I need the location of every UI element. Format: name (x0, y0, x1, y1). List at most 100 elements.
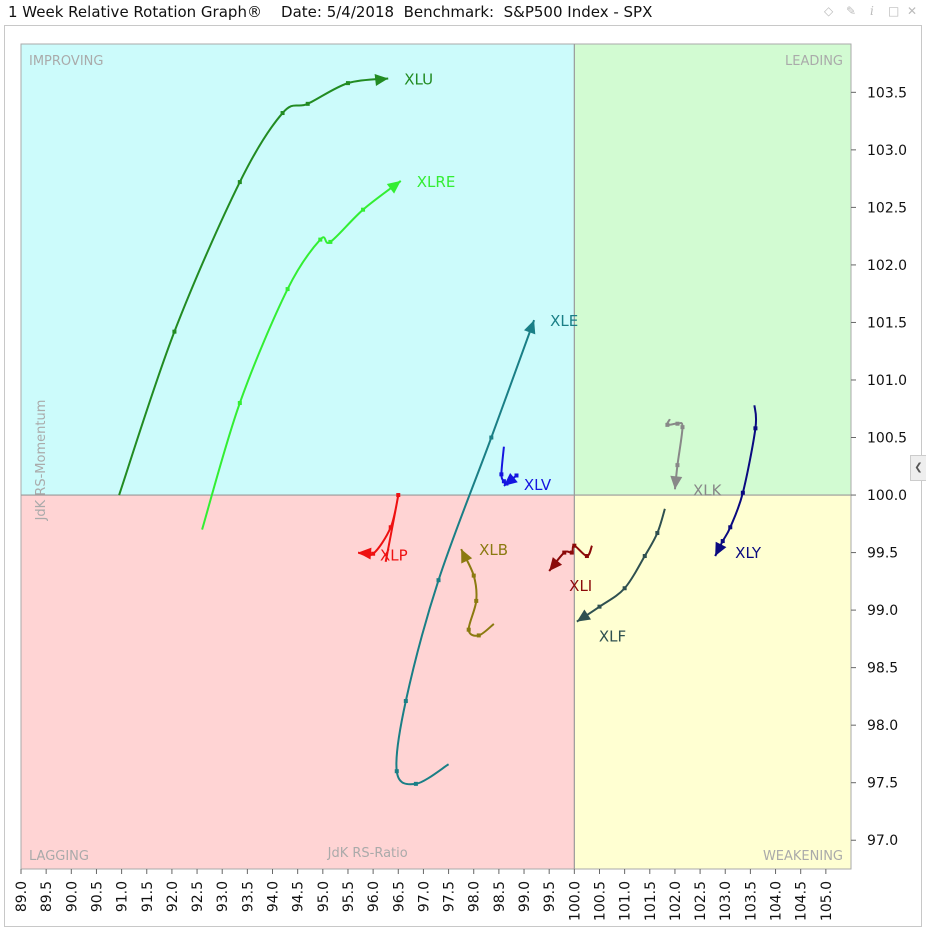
data-point (466, 627, 471, 632)
arrow-head (715, 541, 727, 557)
series-layer: XLU XLRE XLE XLV XLK XLY XLP XLB XLI XLF (118, 71, 762, 786)
x-tick-label: 94.0 (266, 881, 282, 912)
series-line (395, 319, 536, 786)
x-tick-label: 102.0 (668, 881, 684, 921)
x-tick-label: 97.5 (442, 881, 458, 912)
data-point (489, 435, 494, 440)
series-label: XLRE (417, 173, 456, 191)
axes-layer: JdK RS-Ratio JdK RS-Momentum 97.0 97.5 98.0 9… (14, 85, 907, 921)
x-tick-label: 100.0 (567, 881, 583, 921)
y-tick-label: 101.5 (867, 315, 907, 331)
y-tick-label: 99.5 (867, 546, 898, 562)
y-tick-label: 98.5 (867, 661, 898, 677)
series-xlv: XLV (499, 446, 552, 494)
data-point (476, 633, 481, 638)
data-point (436, 578, 441, 583)
data-point (172, 329, 177, 334)
data-point (345, 81, 350, 86)
x-tick-label: 94.5 (291, 881, 307, 912)
x-tick-label: 101.5 (643, 881, 659, 921)
data-point (562, 550, 567, 555)
x-tick-label: 93.0 (215, 881, 231, 912)
x-tick-label: 99.5 (542, 881, 558, 912)
data-point (403, 699, 408, 704)
data-point (305, 101, 310, 106)
series-xlb: XLB (460, 541, 508, 638)
data-point (474, 598, 479, 603)
series-label: XLB (479, 541, 508, 559)
x-axis-label: JdK RS-Ratio (327, 846, 408, 861)
series-xlf: XLF (576, 508, 666, 646)
data-point (728, 525, 733, 530)
y-tick-label: 102.5 (867, 200, 907, 216)
x-tick-label: 92.5 (190, 881, 206, 912)
data-point (361, 207, 366, 212)
x-tick-label: 99.0 (517, 881, 533, 912)
series-label: XLK (693, 481, 723, 499)
data-point (413, 781, 418, 786)
series-xly: XLY (714, 405, 762, 562)
data-point (622, 586, 627, 591)
data-point (328, 239, 333, 244)
quadrant-label-improving: IMPROVING (29, 54, 103, 69)
data-point (514, 473, 519, 478)
series-label: XLE (550, 312, 578, 330)
chevron-left-icon[interactable]: ❮ (910, 455, 926, 481)
quadrant-leading (574, 44, 851, 496)
pin-icon[interactable]: ✎ (846, 4, 857, 18)
series-xlk: XLK (665, 418, 723, 499)
data-point (597, 604, 602, 609)
arrow-head (549, 557, 563, 571)
x-tick-label: 92.0 (165, 881, 181, 912)
data-point (740, 490, 745, 495)
y-tick-label: 97.0 (867, 833, 898, 849)
x-tick-label: 90.5 (89, 881, 105, 912)
arrow-head (503, 472, 518, 486)
y-tick-label: 101.0 (867, 373, 907, 389)
arrow-head (670, 475, 683, 490)
chart-title: 1 Week Relative Rotation Graph® Date: 5/… (8, 3, 653, 21)
x-tick-label: 104.5 (794, 881, 810, 921)
series-xlu: XLU (118, 71, 433, 496)
y-tick-label: 102.0 (867, 258, 907, 274)
data-point (675, 421, 680, 426)
x-tick-label: 104.0 (769, 881, 785, 921)
close-icon[interactable]: ✕ (907, 4, 918, 18)
x-tick-label: 103.5 (743, 881, 759, 921)
data-point (655, 531, 660, 536)
data-point (471, 573, 476, 578)
series-label: XLV (524, 476, 552, 494)
restore-icon[interactable]: □ (888, 4, 900, 18)
y-tick-label: 97.5 (867, 776, 898, 792)
data-point (665, 422, 670, 427)
x-tick-label: 101.0 (618, 881, 634, 921)
arrow-head (524, 320, 536, 335)
quadrant-label-lagging: LAGGING (29, 849, 89, 864)
diamond-icon[interactable]: ◇ (824, 4, 834, 18)
info-icon[interactable]: i (870, 4, 874, 18)
quadrant-layer: IMPROVING LEADING LAGGING WEAKENING (20, 43, 852, 870)
series-label: XLY (735, 544, 762, 562)
data-point (318, 237, 323, 242)
series-label: XLP (380, 547, 408, 565)
series-label: XLF (599, 628, 626, 646)
x-tick-label: 91.5 (140, 881, 156, 912)
data-point (394, 769, 399, 774)
data-point (572, 543, 577, 548)
x-tick-label: 105.0 (819, 881, 835, 921)
data-point (642, 554, 647, 559)
x-tick-label: 98.0 (467, 881, 483, 912)
plot-border (20, 43, 852, 870)
quadrant-weakening (574, 495, 851, 869)
data-point (371, 551, 376, 556)
x-tick-label: 96.5 (391, 881, 407, 912)
data-point (569, 550, 574, 555)
x-tick-label: 97.0 (416, 881, 432, 912)
data-point (280, 111, 285, 116)
data-point (237, 180, 242, 185)
x-tick-label: 89.5 (39, 881, 55, 912)
x-tick-label: 102.5 (693, 881, 709, 921)
data-point (285, 287, 290, 292)
series-line (118, 77, 389, 496)
x-tick-label: 91.0 (115, 881, 131, 912)
